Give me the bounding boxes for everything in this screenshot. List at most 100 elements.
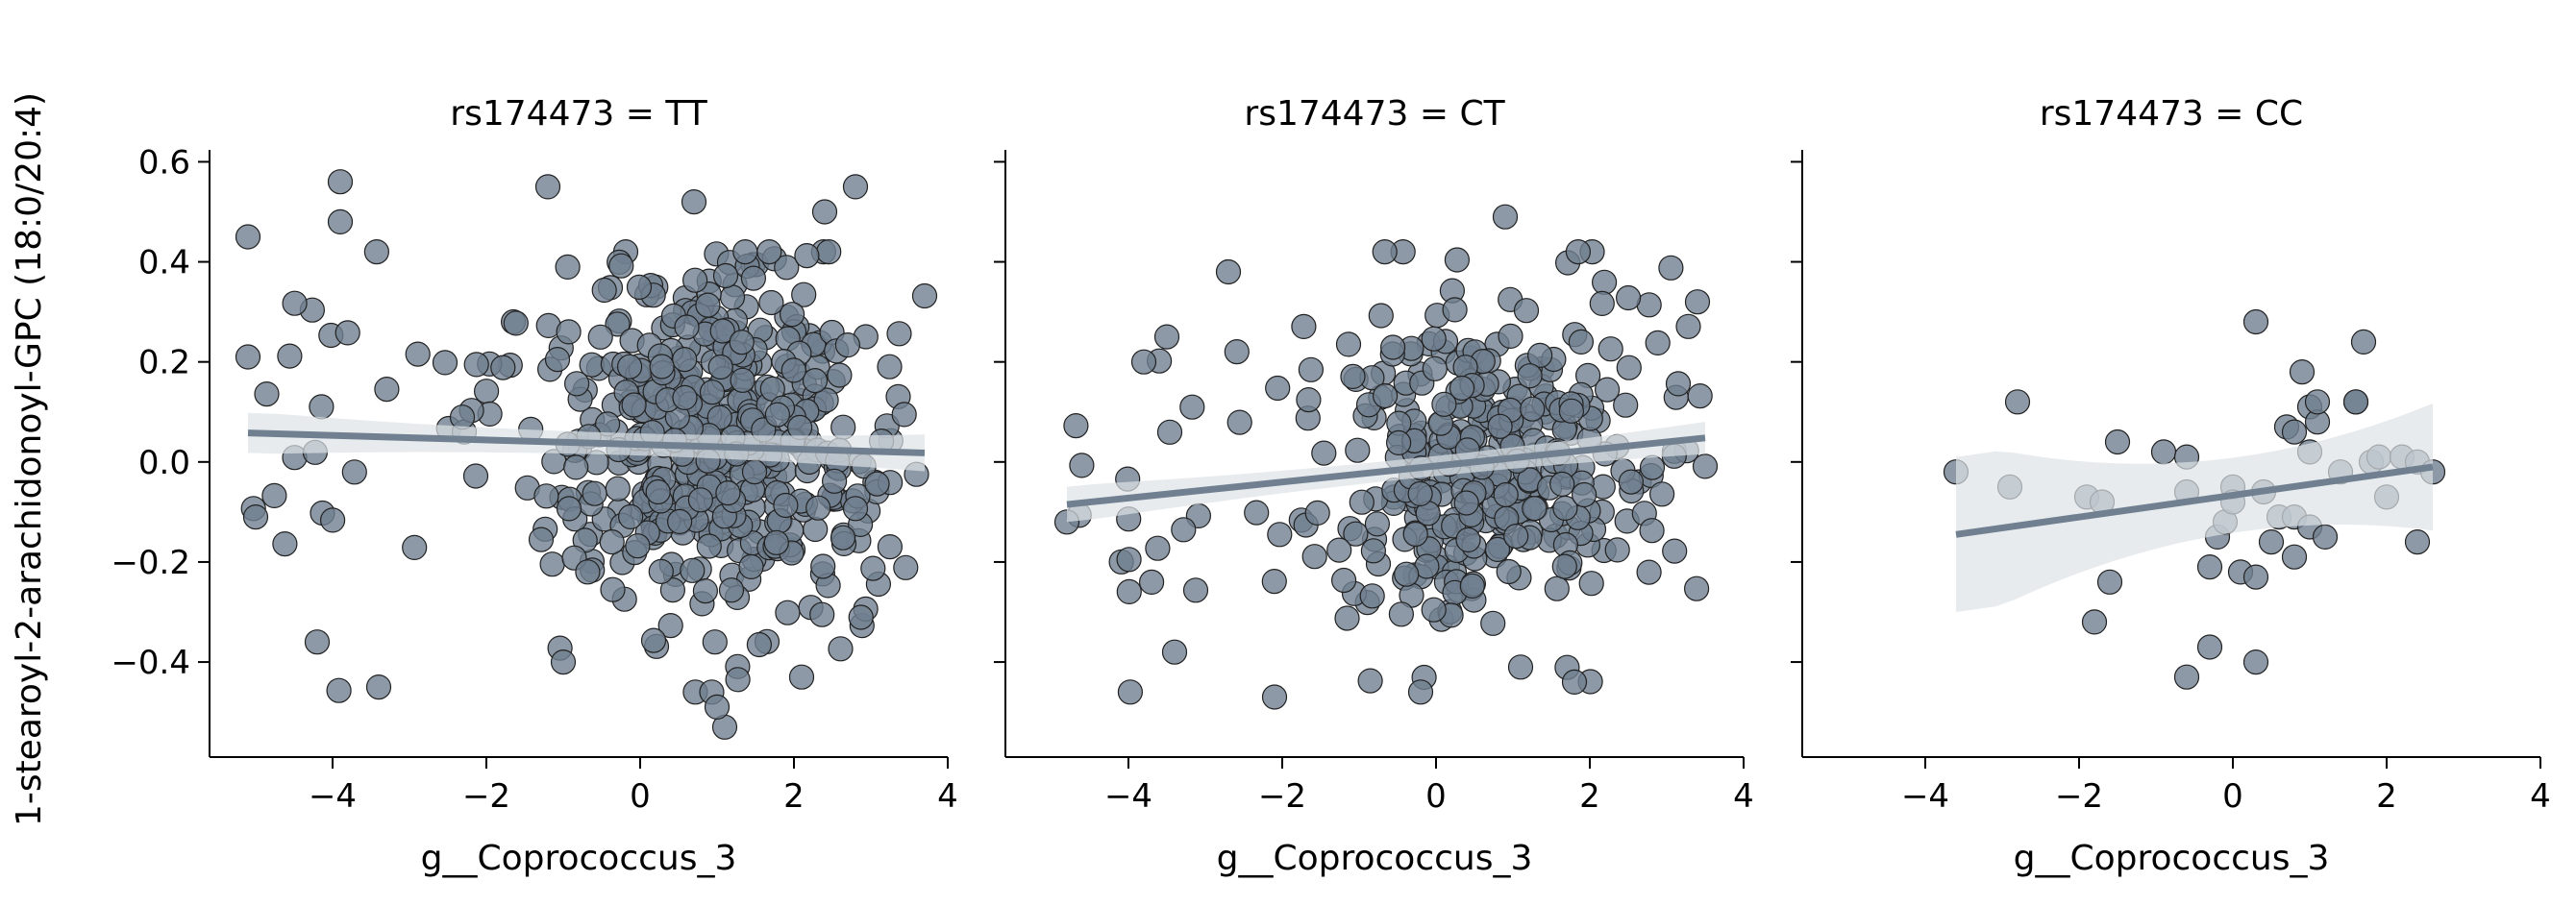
- data-point: [758, 289, 784, 316]
- data-point: [1161, 639, 1188, 665]
- data-point: [763, 529, 789, 555]
- data-point: [605, 311, 631, 337]
- data-point: [1459, 573, 1485, 600]
- data-point: [740, 265, 767, 291]
- data-point: [2081, 609, 2108, 635]
- data-point: [1662, 538, 1688, 564]
- data-point: [1520, 396, 1546, 422]
- data-point: [794, 243, 820, 269]
- data-point: [1182, 577, 1209, 603]
- data-point: [341, 459, 367, 485]
- data-point: [2242, 564, 2269, 590]
- data-point: [405, 341, 431, 367]
- data-point: [1171, 517, 1197, 543]
- data-point: [729, 330, 755, 355]
- data-point: [544, 347, 571, 373]
- data-point: [1421, 597, 1447, 623]
- data-point: [1578, 571, 1604, 597]
- data-point: [788, 664, 815, 690]
- data-point: [334, 320, 360, 346]
- data-point: [1453, 490, 1479, 516]
- data-point: [746, 631, 773, 658]
- data-point: [715, 479, 741, 506]
- data-point: [695, 292, 721, 318]
- data-point: [1301, 544, 1327, 570]
- data-point: [1594, 377, 1621, 403]
- data-point: [773, 492, 799, 519]
- data-point: [503, 310, 529, 336]
- data-point: [1340, 363, 1366, 389]
- data-point: [327, 169, 354, 195]
- data-point: [1394, 561, 1420, 587]
- data-point: [1561, 669, 1588, 696]
- data-point: [556, 496, 582, 522]
- data-point: [1385, 429, 1412, 455]
- data-point: [402, 534, 428, 561]
- data-point: [775, 600, 801, 625]
- data-point: [1558, 398, 1585, 424]
- x-tick-label: −2: [2055, 777, 2103, 816]
- data-point: [680, 557, 706, 583]
- data-point: [1480, 610, 1506, 636]
- data-point: [528, 526, 555, 552]
- data-point: [1639, 454, 1666, 480]
- data-point: [1616, 355, 1642, 380]
- data-point: [1261, 568, 1287, 595]
- data-point: [1267, 522, 1293, 548]
- data-point: [235, 344, 261, 370]
- panel-2: −4 −2 0 2 4 rs174473 = CT g__Coprococcus_3: [994, 94, 1754, 878]
- data-point: [304, 629, 331, 655]
- data-point: [821, 468, 848, 494]
- data-point: [1343, 521, 1369, 547]
- x-tick-label: 2: [2376, 777, 2397, 816]
- data-point: [563, 454, 589, 480]
- data-point: [1326, 537, 1352, 563]
- data-point: [696, 533, 722, 559]
- data-point: [242, 503, 269, 530]
- data-point: [449, 404, 476, 430]
- data-point: [659, 576, 686, 603]
- data-point: [1526, 342, 1553, 368]
- data-point: [2304, 389, 2331, 415]
- data-point: [1388, 601, 1415, 627]
- data-point: [779, 302, 805, 328]
- x-tick-label: 4: [2530, 777, 2551, 816]
- data-point: [810, 553, 836, 579]
- x-tick-label: −4: [1104, 777, 1152, 816]
- data-point: [1330, 567, 1357, 594]
- panel-title: rs174473 = CT: [1244, 94, 1505, 134]
- data-point: [1615, 284, 1642, 311]
- y-tick-label: 0.2: [138, 344, 190, 382]
- data-point: [1487, 413, 1513, 439]
- data-point: [1591, 269, 1618, 295]
- data-point: [1368, 303, 1394, 329]
- data-point: [1442, 297, 1468, 323]
- x-tick-label: 0: [1425, 777, 1447, 816]
- data-point: [692, 577, 719, 604]
- data-point: [2173, 664, 2200, 690]
- data-point: [1372, 239, 1398, 265]
- data-point: [1296, 387, 1322, 413]
- data-point: [1138, 569, 1165, 596]
- data-point: [550, 649, 577, 675]
- data-point: [1431, 391, 1457, 417]
- data-point: [600, 576, 626, 602]
- data-point: [864, 471, 890, 497]
- data-point: [1261, 684, 1288, 710]
- data-point: [1503, 523, 1529, 550]
- data-point: [725, 667, 751, 693]
- data-point: [1215, 258, 1242, 285]
- data-point: [587, 324, 613, 350]
- data-point: [834, 332, 861, 358]
- data-point: [2281, 544, 2308, 570]
- data-point: [2289, 359, 2316, 385]
- data-point: [1359, 583, 1385, 609]
- data-point: [813, 387, 839, 413]
- data-point: [718, 577, 745, 603]
- data-point: [1565, 239, 1592, 265]
- data-point: [756, 239, 782, 265]
- y-tick-label: 0.6: [138, 143, 190, 182]
- data-point: [1145, 535, 1171, 561]
- panel-3: −4 −2 0 2 4 rs174473 = CC g__Coprococcus_3: [1791, 94, 2551, 878]
